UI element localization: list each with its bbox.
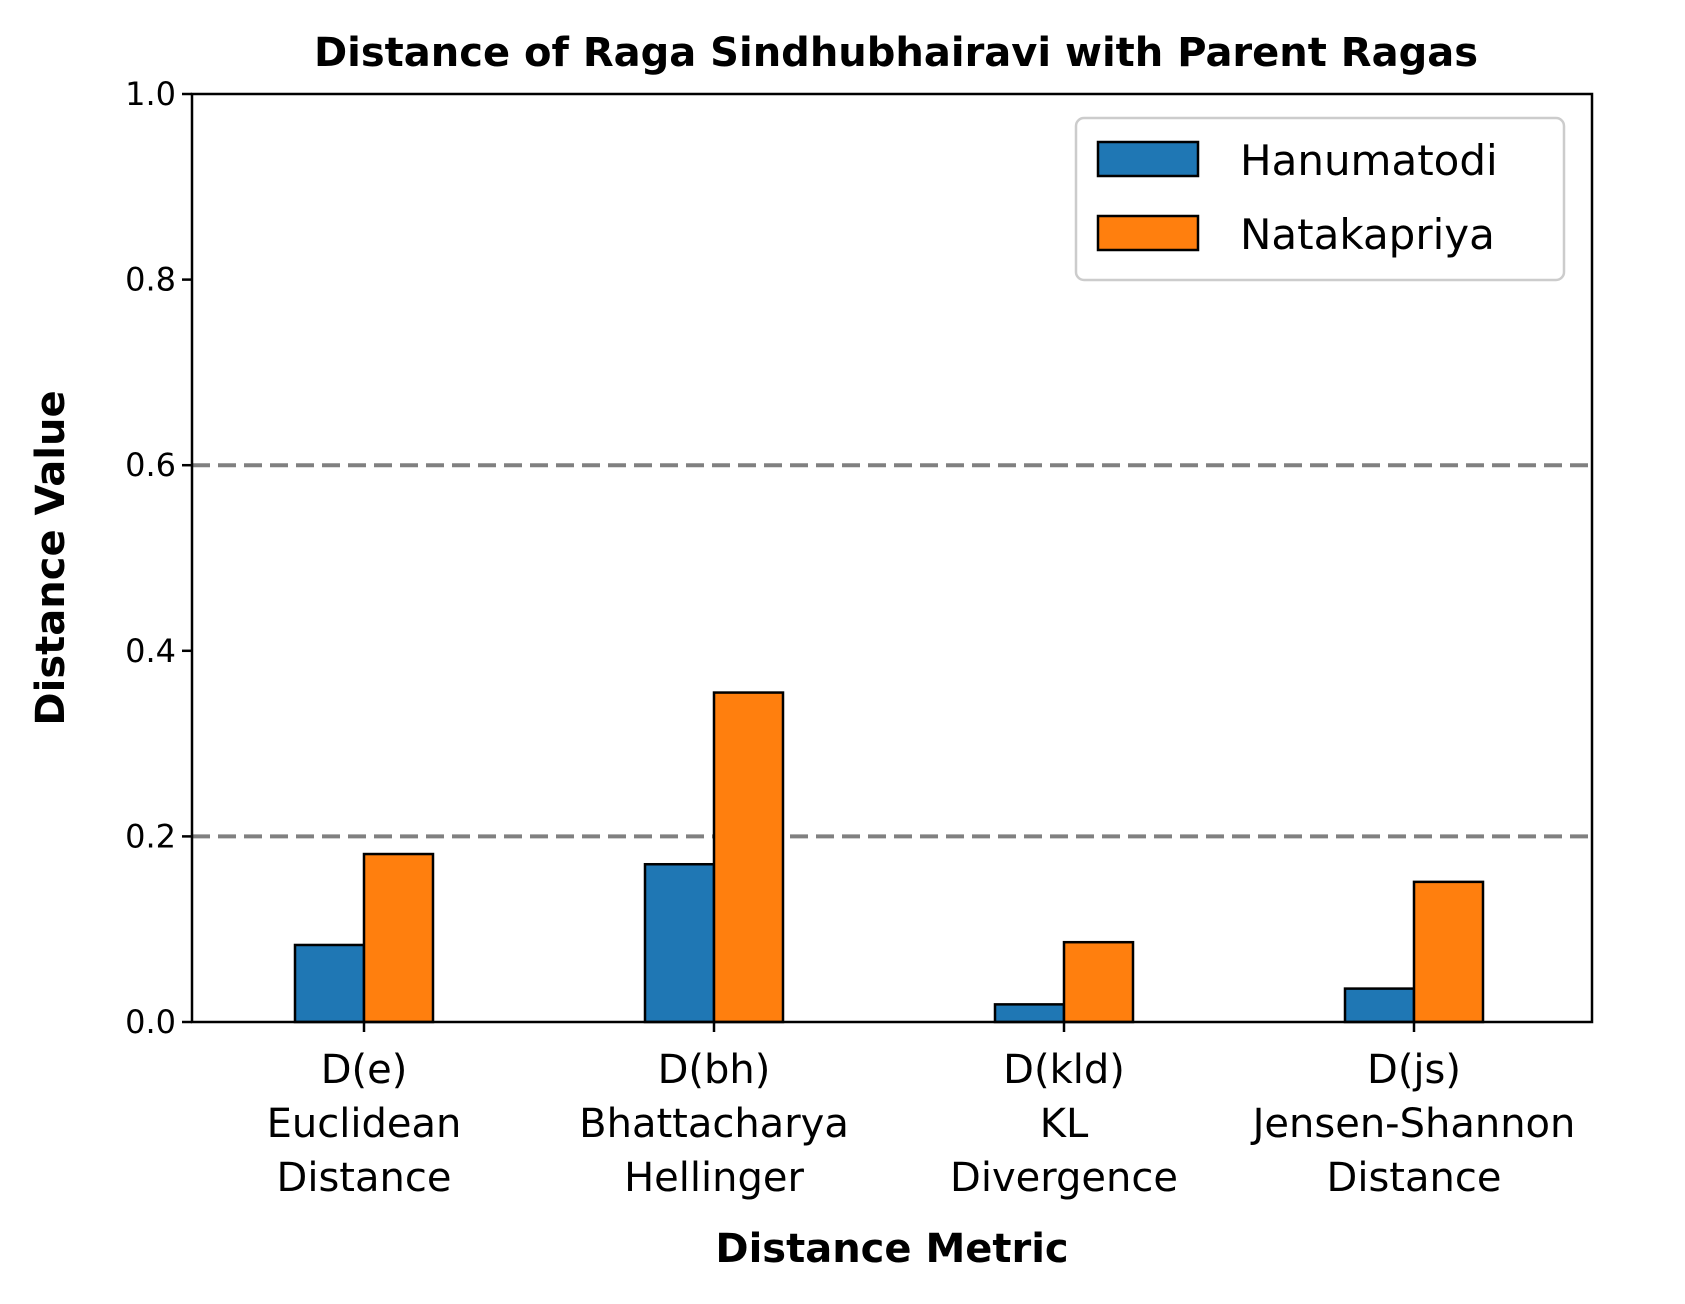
x-tick-label-line: Euclidean (267, 1101, 462, 1147)
bar-natakapriya-1 (712, 691, 785, 1024)
plot-frame (190, 92, 1594, 1024)
x-tick-label-line: Jensen-Shannon (1250, 1101, 1576, 1147)
y-tick-label-5: 1.0 (125, 75, 176, 113)
x-tick-label-line: D(bh) (658, 1047, 771, 1093)
y-axis-ticks: 0.0 0.2 0.4 0.6 0.8 1.0 (125, 75, 192, 1041)
legend-swatch-hanumatodi (1096, 140, 1200, 178)
bar-natakapriya-0 (362, 852, 435, 1024)
x-axis-ticks: D(e) Euclidean Distance D(bh) Bhattacharya He… (267, 1022, 1576, 1201)
reference-lines (192, 463, 1592, 839)
x-tick-label-line: KL (1040, 1101, 1089, 1147)
x-tick-label-line: Hellinger (624, 1155, 804, 1201)
x-tick-label-line: Distance (277, 1155, 452, 1201)
bar-hanumatodi-0 (293, 943, 366, 1024)
legend-swatch-natakapriya (1096, 214, 1200, 252)
y-tick-label-4: 0.8 (125, 261, 176, 299)
x-tick-label-0: D(e) Euclidean Distance (267, 1047, 462, 1201)
bar-hanumatodi-3 (1343, 987, 1416, 1024)
x-axis-label: Distance Metric (715, 1226, 1068, 1272)
y-tick-label-0: 0.0 (125, 1003, 176, 1041)
x-tick-label-line: D(kld) (1003, 1047, 1125, 1093)
x-tick-label-line: Distance (1327, 1155, 1502, 1201)
y-axis-label: Distance Value (28, 390, 74, 725)
bar-natakapriya-3 (1412, 880, 1485, 1024)
x-tick-label-line: D(js) (1367, 1047, 1461, 1093)
x-tick-label-2: D(kld) KL Divergence (950, 1047, 1178, 1201)
x-tick-label-line: D(e) (321, 1047, 408, 1093)
x-tick-label-line: Bhattacharya (579, 1101, 849, 1147)
bar-hanumatodi-2 (993, 1003, 1066, 1024)
legend-label-hanumatodi: Hanumatodi (1240, 136, 1498, 185)
y-tick-label-2: 0.4 (125, 632, 176, 670)
bars-group (293, 691, 1485, 1024)
x-tick-label-3: D(js) Jensen-Shannon Distance (1250, 1047, 1576, 1201)
bar-hanumatodi-1 (643, 862, 716, 1024)
x-tick-label-line: Divergence (950, 1155, 1178, 1201)
y-tick-label-3: 0.6 (125, 446, 176, 484)
legend: Hanumatodi Natakapriya (1074, 116, 1566, 282)
x-tick-label-1: D(bh) Bhattacharya Hellinger (579, 1047, 849, 1201)
chart-title: Distance of Raga Sindhubhairavi with Par… (314, 30, 1478, 76)
y-tick-label-1: 0.2 (125, 817, 176, 855)
bar-natakapriya-2 (1062, 940, 1135, 1024)
legend-label-natakapriya: Natakapriya (1240, 210, 1495, 259)
